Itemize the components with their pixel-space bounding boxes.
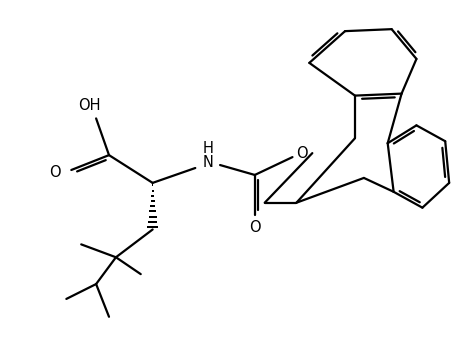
Text: O: O — [49, 166, 60, 180]
Text: N: N — [203, 154, 213, 170]
Text: H: H — [203, 141, 213, 156]
Text: O: O — [249, 220, 261, 235]
Text: O: O — [297, 146, 308, 161]
Text: OH: OH — [78, 98, 101, 113]
